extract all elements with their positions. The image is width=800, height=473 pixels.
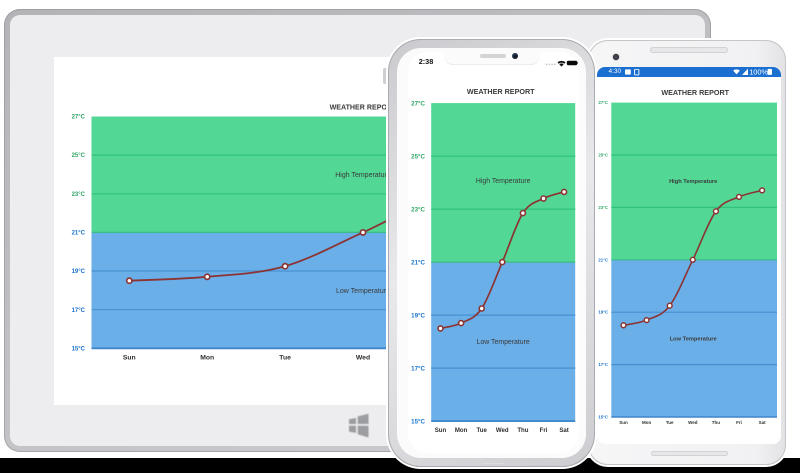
svg-text:High Temperature: High Temperature	[669, 179, 717, 185]
svg-text:23°C: 23°C	[598, 205, 608, 210]
svg-text:Thu: Thu	[711, 420, 719, 425]
svg-text:Wed: Wed	[356, 355, 370, 362]
svg-text:25°C: 25°C	[411, 153, 425, 160]
svg-text:Fri: Fri	[539, 426, 547, 433]
svg-text:Mon: Mon	[200, 355, 214, 362]
svg-text:High Temperature: High Temperature	[475, 178, 530, 185]
svg-text:Sat: Sat	[758, 420, 766, 425]
svg-text:27°C: 27°C	[72, 115, 86, 121]
svg-text:Sun: Sun	[619, 420, 628, 425]
svg-text:Sat: Sat	[559, 426, 568, 433]
svg-text:21°C: 21°C	[598, 257, 608, 262]
svg-text:17°C: 17°C	[598, 362, 608, 367]
svg-text:Low Temperature: Low Temperature	[476, 339, 529, 346]
svg-text:19°C: 19°C	[598, 309, 608, 314]
svg-text:25°C: 25°C	[72, 153, 86, 159]
svg-text:21°C: 21°C	[72, 231, 86, 237]
svg-text:23°C: 23°C	[411, 206, 425, 213]
svg-text:100%: 100%	[749, 68, 768, 76]
svg-text:27°C: 27°C	[598, 100, 608, 105]
svg-text:WEATHER REPORT: WEATHER REPORT	[330, 104, 398, 112]
svg-text:WEATHER REPORT: WEATHER REPORT	[466, 86, 534, 95]
svg-text:Mon: Mon	[454, 426, 467, 433]
svg-text:Mon: Mon	[641, 420, 650, 425]
svg-text:15°C: 15°C	[411, 418, 425, 425]
svg-text:19°C: 19°C	[72, 269, 86, 275]
svg-text:19°C: 19°C	[411, 312, 425, 319]
svg-text:Tue: Tue	[476, 426, 487, 433]
svg-text:Thu: Thu	[517, 426, 528, 433]
svg-text:Tue: Tue	[279, 355, 291, 362]
svg-text:15°C: 15°C	[598, 414, 608, 419]
svg-text:25°C: 25°C	[598, 152, 608, 157]
svg-text:23°C: 23°C	[72, 192, 86, 198]
svg-text:17°C: 17°C	[72, 308, 86, 314]
svg-text:Sun: Sun	[123, 355, 136, 362]
svg-text:Low Temperature: Low Temperature	[336, 288, 390, 295]
svg-text:17°C: 17°C	[411, 365, 425, 372]
svg-text:Fri: Fri	[736, 420, 742, 425]
svg-text:21°C: 21°C	[411, 259, 425, 266]
svg-text:Wed: Wed	[688, 420, 698, 425]
svg-text:Low Temperature: Low Temperature	[669, 336, 716, 342]
svg-text:15°C: 15°C	[72, 346, 86, 352]
svg-text:Sun: Sun	[434, 426, 446, 433]
svg-text:Wed: Wed	[495, 426, 508, 433]
svg-text:WEATHER REPORT: WEATHER REPORT	[661, 88, 729, 97]
svg-text:27°C: 27°C	[411, 100, 425, 107]
svg-text:Tue: Tue	[665, 420, 673, 425]
svg-text:High Temperature: High Temperature	[335, 172, 391, 179]
